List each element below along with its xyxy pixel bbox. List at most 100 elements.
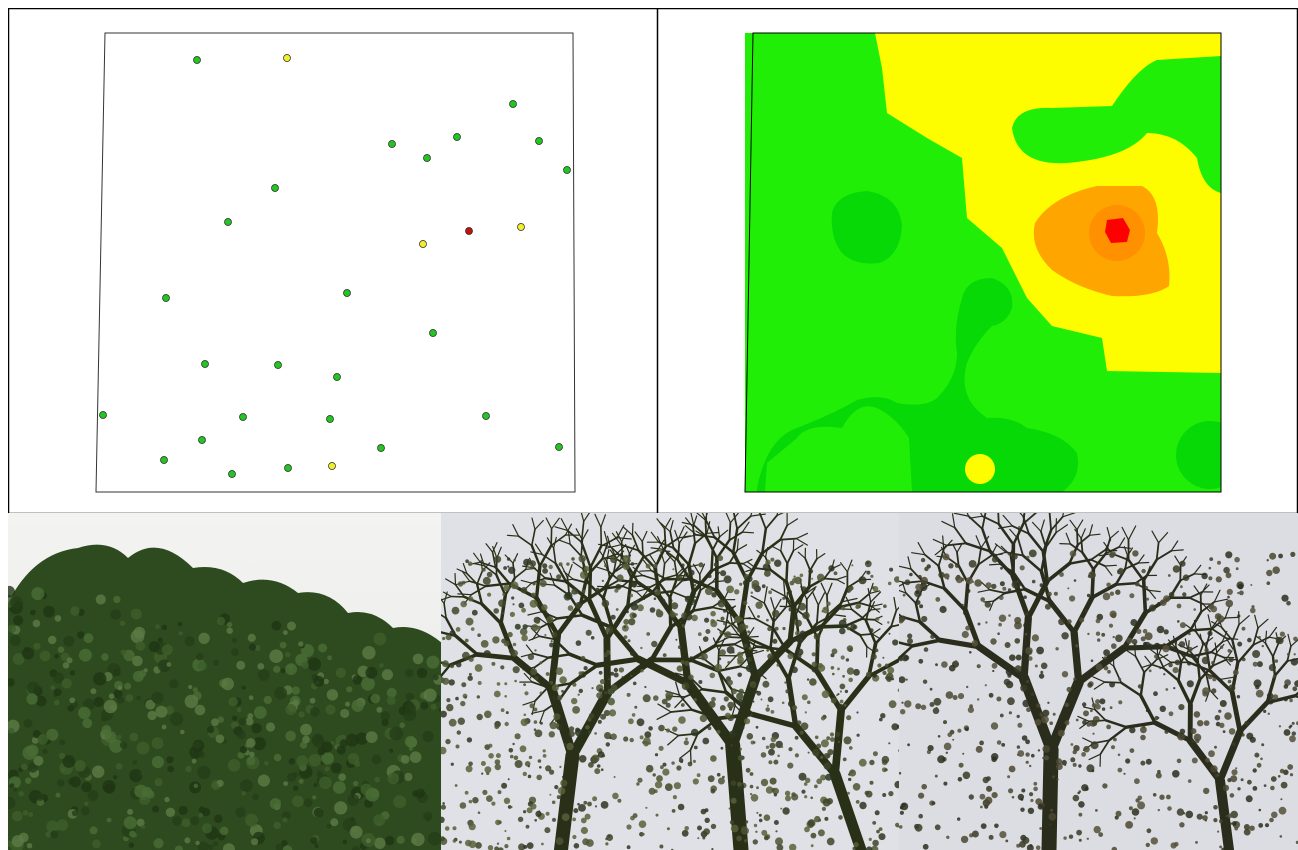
leaf-cluster: [814, 784, 818, 789]
leaf-cluster: [596, 764, 601, 768]
leaf-cluster: [753, 823, 758, 828]
leaf-cluster: [1250, 607, 1256, 614]
leaf-cluster: [1129, 748, 1135, 753]
leaf-cluster: [50, 830, 59, 839]
leaf-cluster: [1283, 684, 1289, 689]
leaf-cluster: [1059, 714, 1064, 720]
leaf-cluster: [1201, 572, 1208, 580]
leaf-cluster: [692, 599, 698, 604]
branch: [506, 534, 520, 537]
leaf-cluster: [1058, 618, 1065, 626]
leaf-cluster: [997, 632, 1000, 635]
leaf-cluster: [1078, 838, 1082, 842]
leaf-cluster: [380, 711, 391, 721]
leaf-cluster: [899, 616, 905, 623]
branch: [473, 562, 485, 567]
leaf-cluster: [132, 759, 138, 765]
leaf-cluster: [839, 683, 846, 690]
branch: [918, 620, 942, 642]
branch: [695, 533, 716, 539]
branch: [899, 580, 907, 584]
leaf-cluster: [248, 643, 257, 651]
branch: [737, 633, 759, 648]
leaf-cluster: [902, 593, 906, 597]
leaf-cluster: [702, 636, 709, 642]
sample-point-green: [377, 444, 385, 452]
branch: [1176, 678, 1193, 707]
leaf-cluster: [693, 698, 697, 702]
sample-point-green: [162, 294, 170, 302]
leaf-cluster: [809, 678, 817, 686]
leaf-cluster: [1064, 720, 1070, 726]
leaf-cluster: [1130, 619, 1138, 626]
leaf-cluster: [1165, 688, 1169, 691]
leaf-cluster: [1179, 728, 1186, 735]
leaf-cluster: [943, 781, 948, 786]
leaf-cluster: [807, 751, 810, 754]
leaf-cluster: [668, 598, 673, 603]
leaf-cluster: [1113, 737, 1117, 742]
leaf-cluster: [832, 672, 835, 676]
leaf-cluster: [1186, 661, 1192, 666]
leaf-cluster: [750, 740, 755, 745]
sample-point-yellow: [283, 54, 291, 62]
leaf-cluster: [656, 608, 661, 614]
branch: [1148, 589, 1161, 593]
branch: [597, 543, 611, 548]
leaf-cluster: [969, 651, 972, 654]
leaf-cluster: [1247, 779, 1252, 785]
branch: [728, 562, 745, 565]
leaf-cluster: [975, 745, 983, 753]
leaf-cluster: [1131, 638, 1138, 645]
branch: [846, 559, 853, 573]
branch: [448, 652, 479, 667]
branch: [656, 711, 672, 720]
leaf-cluster: [974, 579, 982, 587]
leaf-cluster: [711, 592, 717, 598]
zone-dark-green-right: [1176, 421, 1221, 489]
leaf-cluster: [757, 615, 760, 618]
branch: [1009, 554, 1014, 573]
branch: [687, 577, 719, 593]
leaf-cluster: [821, 690, 830, 699]
leaf-cluster: [994, 823, 999, 829]
branch: [786, 549, 795, 565]
leaf-cluster: [1109, 610, 1117, 618]
sample-point-green: [482, 412, 490, 420]
branch: [1141, 578, 1148, 615]
leaf-cluster: [1008, 788, 1014, 794]
branch: [704, 535, 719, 560]
leaf-cluster: [1159, 794, 1165, 800]
leaf-cluster: [1269, 552, 1277, 560]
leaf-cluster: [446, 703, 454, 712]
leaf-cluster: [702, 737, 710, 745]
leaf-cluster: [723, 696, 729, 702]
branch: [662, 548, 679, 561]
leaf-cluster: [12, 653, 25, 665]
leaf-cluster: [1047, 701, 1050, 704]
branch: [770, 588, 786, 597]
leaf-cluster: [232, 715, 238, 721]
branch: [710, 561, 731, 573]
leaf-cluster: [467, 675, 473, 681]
leaf-cluster: [774, 626, 779, 631]
leaf-cluster: [820, 628, 823, 632]
leaf-cluster: [920, 704, 927, 710]
leaf-cluster: [399, 722, 406, 728]
leaf-cluster: [773, 793, 777, 797]
leaf-cluster: [634, 705, 638, 709]
leaf-cluster: [559, 676, 567, 684]
leaf-cluster: [496, 842, 500, 845]
branch: [1003, 587, 1027, 595]
leaf-cluster: [161, 724, 167, 730]
tree-photo-dense: [8, 513, 442, 850]
leaf-cluster: [703, 828, 710, 835]
leaf-cluster: [985, 582, 992, 589]
leaf-cluster: [587, 717, 592, 722]
leaf-cluster: [1176, 758, 1182, 764]
leaf-cluster: [1081, 784, 1089, 792]
branch: [650, 531, 660, 543]
leaf-cluster: [637, 777, 643, 783]
leaf-cluster: [525, 824, 530, 829]
